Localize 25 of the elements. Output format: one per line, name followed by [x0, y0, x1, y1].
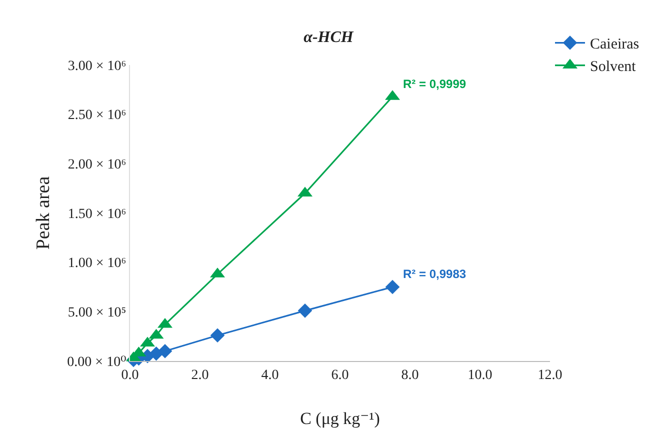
x-tick-label: 12.0: [538, 368, 562, 383]
y-tick-label: 1.00 × 10⁶: [68, 256, 126, 272]
y-tick-label: 3.00 × 10⁶: [68, 58, 126, 74]
y-tick-label: 1.50 × 10⁶: [68, 206, 126, 222]
x-tick-label: 0.0: [121, 368, 139, 383]
y-axis-title: Peak area: [33, 176, 54, 250]
x-tick-label: 8.0: [401, 368, 419, 383]
x-axis-title: C (μg kg⁻¹): [300, 409, 380, 428]
legend-label: Solvent: [590, 59, 637, 76]
point: [210, 328, 225, 342]
annotation: R² = 0,9999: [403, 77, 466, 91]
chart-title: α-HCH: [304, 29, 354, 46]
x-tick-label: 4.0: [261, 368, 279, 383]
x-tick-label: 6.0: [331, 368, 349, 383]
y-tick-label: 2.00 × 10⁶: [68, 158, 126, 173]
annotation: R² = 0,9983: [403, 267, 466, 281]
point: [385, 280, 400, 294]
y-tick-label: 5.00 × 10⁵: [68, 306, 126, 321]
x-tick-label: 10.0: [468, 368, 492, 383]
legend-label: Caieiras: [590, 36, 640, 53]
point: [298, 304, 312, 318]
x-tick-label: 2.0: [191, 368, 209, 383]
point: [158, 344, 172, 358]
y-tick-label: 2.50 × 10⁶: [68, 108, 126, 124]
y-tick-label: 0.00 × 10⁰: [67, 354, 127, 370]
